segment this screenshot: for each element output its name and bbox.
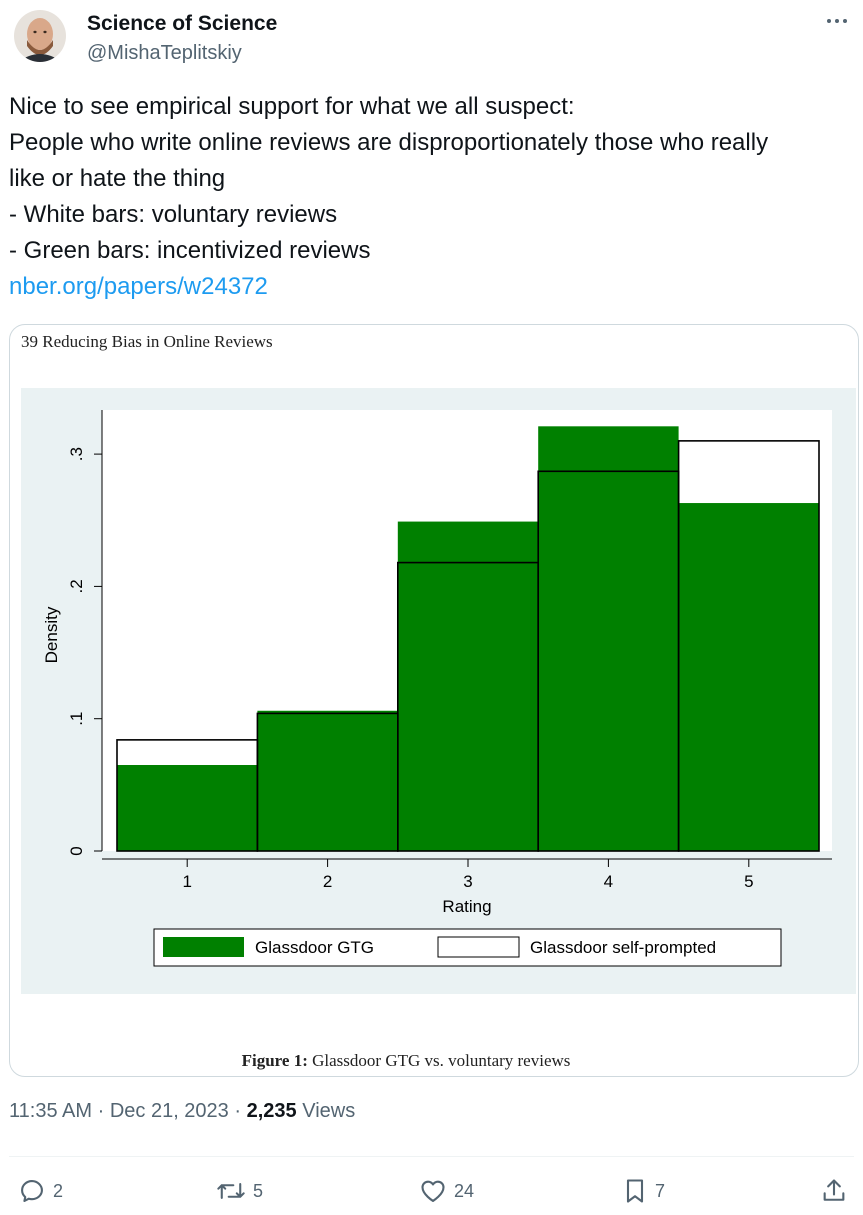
legend-swatch-gtg: [163, 937, 244, 957]
series-self-prompted-bars: [116, 440, 820, 852]
divider: [9, 1156, 854, 1157]
meta-separator: ·: [234, 1100, 242, 1122]
reply-count: 2: [53, 1180, 64, 1201]
x-tick-label: 1: [182, 872, 191, 891]
more-button[interactable]: [821, 8, 853, 34]
x-ticks: 1 2 3 4 5: [182, 859, 754, 891]
tweet-text: Nice to see empirical support for what w…: [9, 89, 854, 305]
reply-icon: [21, 1180, 43, 1202]
repost-count: 5: [253, 1180, 264, 1201]
reply-button[interactable]: 2: [18, 1176, 63, 1206]
figure-image[interactable]: 39 Reducing Bias in Online Reviews 0 .1 .2…: [9, 324, 859, 1077]
figure-caption: Figure 1: Glassdoor GTG vs. voluntary re…: [242, 1051, 571, 1070]
tweet-line: like or hate the thing: [9, 165, 226, 192]
bar-self-prompted-5: [677, 440, 820, 852]
bar-gtg-5: [678, 503, 819, 851]
figure-page-header: 39 Reducing Bias in Online Reviews: [21, 332, 273, 351]
tweet-line: Nice to see empirical support for what w…: [9, 93, 575, 120]
meta-separator: ·: [97, 1100, 105, 1122]
series-gtg-bars: [117, 426, 819, 851]
x-tick-label: 5: [744, 872, 753, 891]
paper-link[interactable]: nber.org/papers/w24372: [9, 273, 268, 300]
bar-gtg-3: [397, 521, 539, 851]
author-handle[interactable]: @MishaTeplitskiy: [87, 42, 242, 64]
x-tick-label: 4: [604, 872, 613, 891]
bookmark-count: 7: [655, 1180, 666, 1201]
figure-caption-rest: Glassdoor GTG vs. voluntary reviews: [308, 1051, 571, 1070]
legend-label-gtg: Glassdoor GTG: [255, 938, 374, 957]
repost-button[interactable]: 5: [216, 1176, 263, 1206]
share-button[interactable]: [820, 1176, 848, 1206]
tweet-line: - White bars: voluntary reviews: [9, 201, 338, 228]
y-tick-label: .3: [67, 447, 86, 461]
y-axis-label: Density: [42, 606, 61, 663]
views-label: Views: [302, 1100, 356, 1122]
legend-swatch-self-prompted: [437, 936, 520, 958]
y-tick-label: .2: [67, 579, 86, 593]
avatar[interactable]: [14, 10, 66, 62]
legend-label-self-prompted: Glassdoor self-prompted: [530, 938, 716, 957]
tweet-line: - Green bars: incentivized reviews: [9, 237, 371, 264]
bar-gtg-4: [538, 426, 679, 851]
x-axis-label: Rating: [442, 897, 491, 916]
tweet-meta: 11:35 AM · Dec 21, 2023 · 2,235 Views: [9, 1100, 355, 1123]
tweet-line: People who write online reviews are disp…: [9, 129, 769, 156]
author-name[interactable]: Science of Science: [87, 12, 278, 35]
x-tick-label: 2: [323, 872, 332, 891]
bookmark-icon: [626, 1179, 644, 1203]
views-count: 2,235: [246, 1100, 297, 1122]
repost-icon: [217, 1183, 245, 1199]
histogram-figure: 39 Reducing Bias in Online Reviews 0 .1 .2…: [21, 332, 856, 1070]
bar-gtg-1: [117, 765, 258, 851]
tweet-date[interactable]: Dec 21, 2023: [109, 1100, 229, 1122]
y-tick-label: .1: [67, 712, 86, 726]
tweet-time[interactable]: 11:35 AM: [9, 1100, 93, 1122]
legend: Glassdoor GTG Glassdoor self-prompted: [153, 928, 782, 967]
figure-caption-bold: Figure 1:: [242, 1051, 308, 1070]
tweet-header: Science of Science @MishaTeplitskiy: [0, 0, 863, 80]
x-tick-label: 3: [463, 872, 472, 891]
y-tick-label: 0: [67, 846, 86, 855]
avatar-image: [14, 10, 66, 62]
y-ticks: 0 .1 .2 .3: [67, 447, 102, 856]
like-button[interactable]: 24: [419, 1176, 474, 1206]
bar-gtg-2: [257, 710, 398, 851]
more-icon: [827, 19, 847, 23]
share-icon: [823, 1179, 845, 1201]
heart-icon: [421, 1180, 445, 1202]
like-count: 24: [454, 1180, 475, 1201]
bookmark-button[interactable]: 7: [622, 1176, 665, 1206]
action-bar: 2 5 24 7: [0, 1168, 863, 1214]
